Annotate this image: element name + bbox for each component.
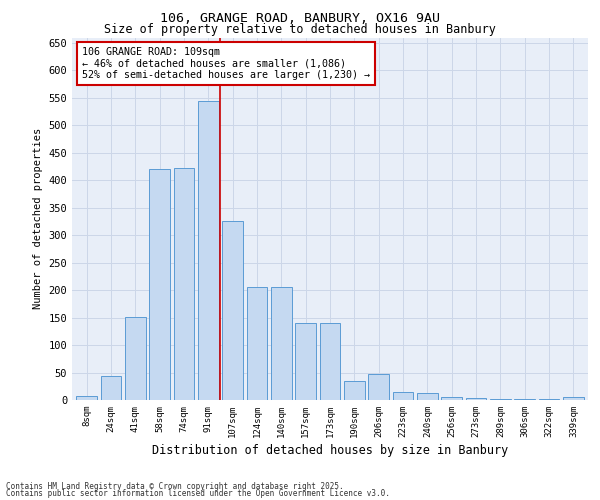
Bar — [125, 316, 146, 400]
Bar — [320, 323, 340, 400]
Bar — [173, 168, 194, 400]
Bar — [149, 170, 170, 400]
Text: 106 GRANGE ROAD: 109sqm
← 46% of detached houses are smaller (1,086)
52% of semi: 106 GRANGE ROAD: 109sqm ← 46% of detache… — [82, 46, 370, 80]
Bar — [76, 396, 97, 400]
Text: 106, GRANGE ROAD, BANBURY, OX16 9AU: 106, GRANGE ROAD, BANBURY, OX16 9AU — [160, 12, 440, 26]
Bar — [101, 376, 121, 400]
Bar — [271, 288, 292, 400]
Bar — [442, 398, 462, 400]
Text: Size of property relative to detached houses in Banbury: Size of property relative to detached ho… — [104, 22, 496, 36]
Bar — [198, 100, 218, 400]
Bar — [368, 374, 389, 400]
Bar — [295, 323, 316, 400]
Y-axis label: Number of detached properties: Number of detached properties — [33, 128, 43, 310]
Bar — [247, 288, 268, 400]
Text: Contains public sector information licensed under the Open Government Licence v3: Contains public sector information licen… — [6, 489, 390, 498]
Bar — [563, 398, 584, 400]
Bar — [222, 222, 243, 400]
X-axis label: Distribution of detached houses by size in Banbury: Distribution of detached houses by size … — [152, 444, 508, 457]
Bar — [417, 394, 438, 400]
Bar — [344, 381, 365, 400]
Bar — [466, 398, 487, 400]
Bar — [392, 392, 413, 400]
Text: Contains HM Land Registry data © Crown copyright and database right 2025.: Contains HM Land Registry data © Crown c… — [6, 482, 344, 491]
Bar — [539, 399, 559, 400]
